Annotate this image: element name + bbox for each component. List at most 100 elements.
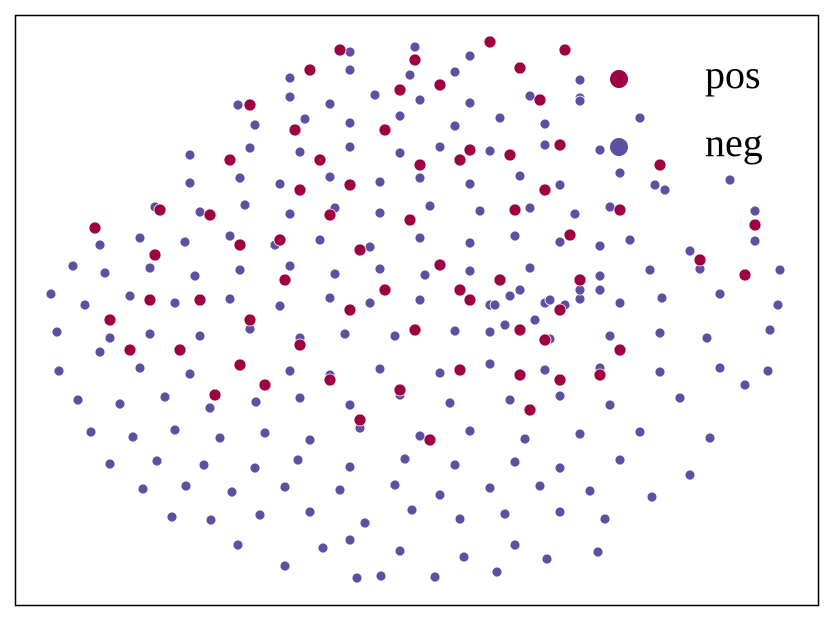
point [284,91,296,103]
point [169,424,181,436]
point [614,454,626,466]
point [554,236,566,248]
point [317,542,329,554]
point [524,202,536,214]
point [684,469,696,481]
point [654,327,666,339]
legend-marker [609,69,629,89]
point [453,283,467,297]
point [464,178,476,190]
point [314,234,326,246]
points [45,35,786,584]
point [399,453,411,465]
point [104,458,116,470]
point [574,74,586,86]
point [539,364,551,376]
point [94,346,106,358]
point [99,267,111,279]
point [574,293,586,305]
point [284,365,296,377]
point [303,63,317,77]
point [344,46,356,58]
point [693,253,707,267]
point [513,368,527,382]
point [604,399,616,411]
point [279,481,291,493]
point [313,153,327,167]
point [484,145,496,157]
point [634,112,646,124]
point [414,232,426,244]
point [304,506,316,518]
point [414,294,426,306]
point [558,43,572,57]
point [464,265,476,277]
point [433,78,447,92]
point [508,203,522,217]
point [233,358,247,372]
point [424,200,436,212]
point [714,288,726,300]
point [329,268,341,280]
plot-frame [14,14,820,607]
point [434,489,446,501]
point [539,118,551,130]
point [504,394,516,406]
point [458,551,470,563]
point [499,508,511,520]
point [414,172,426,184]
point [774,264,786,276]
point [226,486,238,498]
point [574,284,586,296]
point [762,365,774,377]
point [374,176,386,188]
point [553,373,567,387]
point [483,35,497,49]
point [614,297,626,309]
point [604,330,616,342]
point [214,432,226,444]
point [654,366,666,378]
point [279,560,291,572]
legend: pos neg [609,52,763,165]
point [323,373,337,387]
point [344,461,356,473]
point [224,230,236,242]
point [614,167,626,179]
point [259,427,271,439]
point [51,326,63,338]
point [85,426,97,438]
point [184,177,196,189]
point [233,238,247,252]
point [159,391,171,403]
point [127,431,139,443]
point [378,283,392,297]
point [389,330,401,342]
point [509,539,521,551]
point [194,206,206,218]
point [343,178,357,192]
point [573,273,587,287]
point [153,203,167,217]
point [594,144,606,156]
point [484,326,496,338]
point [464,237,476,249]
point [594,240,606,252]
point [419,269,431,281]
point [553,303,567,317]
point [284,260,296,272]
point [394,110,406,122]
point [749,205,761,217]
point [634,426,646,438]
point [123,343,137,357]
point [493,273,507,287]
point [449,459,461,471]
point [593,368,607,382]
point [748,218,762,232]
point [599,513,611,525]
point [489,299,501,311]
point [294,146,306,158]
point [594,284,606,296]
point [464,425,476,437]
